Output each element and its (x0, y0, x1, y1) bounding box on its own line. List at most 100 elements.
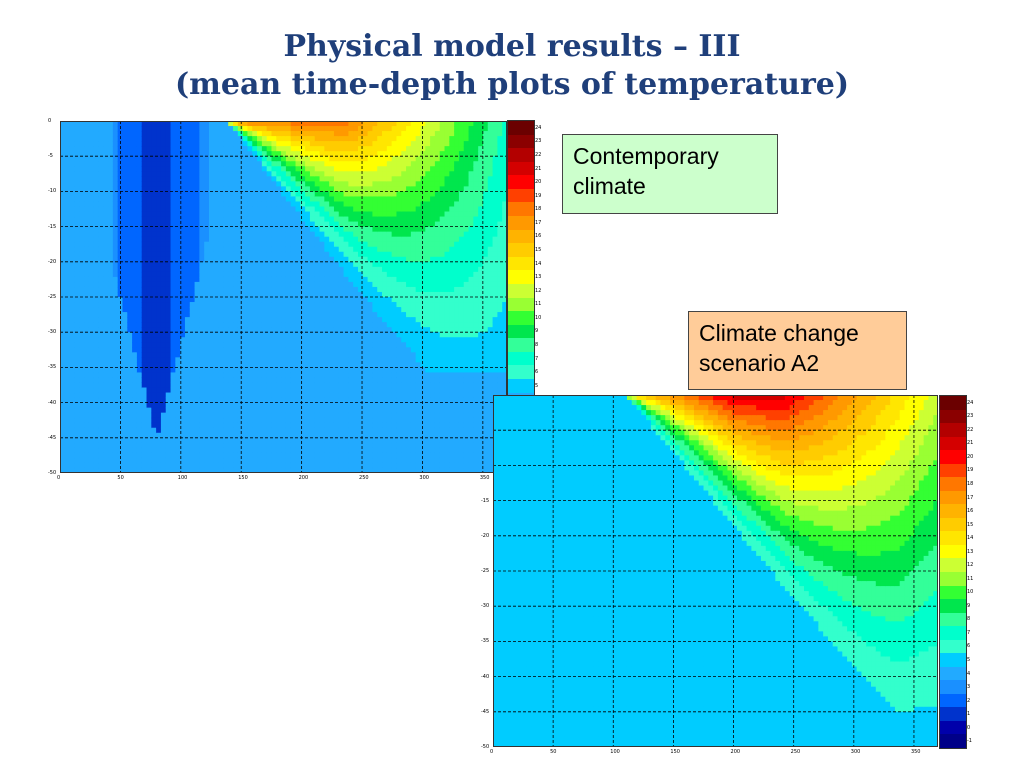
colorbar-swatch (508, 351, 534, 366)
colorbar-label: 23 (967, 413, 974, 420)
title-line-2: (mean time-depth plots of temperature) (174, 67, 850, 102)
colorbar-swatch (508, 256, 534, 271)
y-tick-label: -15 (48, 223, 57, 230)
colorbar-label: 10 (967, 589, 974, 596)
x-tick-label: 300 (850, 749, 861, 755)
colorbar-label: 7 (535, 355, 539, 362)
scenario-a2-heatmap (493, 395, 938, 747)
colorbar-label: 13 (967, 548, 974, 555)
colorbar-label: 9 (967, 602, 971, 609)
scenario-label-line-2: scenario A2 (699, 350, 820, 376)
y-tick-label: -25 (481, 568, 490, 574)
colorbar-label: 17 (967, 494, 974, 501)
x-tick-label: 200 (730, 749, 741, 755)
colorbar-label: 11 (535, 301, 542, 308)
scenario-label-line-1: Climate change (699, 320, 859, 346)
x-tick-label: 0 (490, 749, 494, 755)
x-tick-label: 0 (57, 475, 61, 481)
colorbar-swatch (940, 666, 966, 681)
colorbar-swatch (940, 450, 966, 465)
y-tick-label: -5 (48, 153, 53, 160)
colorbar-label: 20 (967, 453, 974, 460)
colorbar-swatch (940, 585, 966, 600)
colorbar-label: 12 (967, 562, 974, 569)
colorbar-swatch (940, 490, 966, 505)
x-tick-label: 350 (910, 749, 921, 755)
colorbar-label: 8 (967, 616, 971, 623)
scenario-a2-label: Climate change scenario A2 (688, 311, 907, 390)
colorbar-label: 4 (967, 670, 971, 677)
contemporary-label-line-2: climate (573, 173, 646, 199)
colorbar-swatch (508, 243, 534, 258)
y-tick-label: -50 (48, 470, 57, 476)
y-tick-label: -35 (481, 638, 490, 645)
colorbar-label: 16 (535, 233, 542, 240)
colorbar-swatch (940, 653, 966, 668)
colorbar-label: 14 (967, 535, 974, 542)
y-tick-label: -30 (481, 603, 490, 610)
colorbar-label: 24 (535, 124, 542, 131)
colorbar-swatch (508, 148, 534, 163)
colorbar-swatch (508, 324, 534, 339)
colorbar-label: 8 (535, 342, 539, 349)
colorbar-swatch (508, 134, 534, 149)
colorbar-swatch (940, 626, 966, 641)
colorbar-label: 2 (967, 697, 971, 704)
colorbar-swatch (940, 423, 966, 438)
y-tick-label: -10 (48, 188, 57, 195)
y-tick-label: -45 (481, 708, 490, 715)
colorbar-swatch (940, 531, 966, 546)
colorbar-label: 5 (967, 657, 971, 663)
x-tick-label: 150 (238, 475, 248, 481)
colorbar-swatch (940, 572, 966, 587)
colorbar-label: 21 (535, 165, 542, 172)
colorbar-label: 15 (535, 246, 542, 253)
colorbar-swatch (940, 409, 966, 424)
contemporary-heatmap (60, 121, 507, 473)
colorbar-swatch (940, 599, 966, 614)
colorbar-swatch (508, 378, 534, 394)
colorbar-label: 0 (967, 724, 971, 731)
title-line-1: Physical model results – III (283, 29, 741, 64)
y-tick-label: -40 (481, 673, 490, 680)
colorbar-swatch (508, 297, 534, 312)
x-tick-label: 350 (479, 475, 490, 481)
colorbar-swatch (508, 161, 534, 176)
colorbar-swatch (940, 558, 966, 573)
colorbar-label: 9 (535, 328, 539, 335)
colorbar-swatch (940, 693, 966, 708)
colorbar-swatch (508, 188, 534, 203)
colorbar-swatch (508, 270, 534, 285)
y-tick-label: -45 (48, 434, 57, 441)
colorbar-swatch (940, 477, 966, 492)
colorbar-label: 11 (967, 575, 974, 582)
y-tick-label: -30 (48, 329, 57, 336)
colorbar-label: 16 (967, 508, 974, 515)
y-tick-label: -20 (481, 532, 490, 539)
colorbar-label: 23 (535, 138, 542, 145)
x-tick-label: 50 (117, 475, 124, 481)
colorbar-label: 19 (535, 192, 542, 199)
colorbar-swatch (940, 612, 966, 627)
contemporary-heatmap-svg (60, 121, 507, 473)
x-tick-label: 200 (298, 475, 309, 481)
colorbar-swatch (940, 396, 966, 411)
colorbar-swatch (508, 121, 534, 136)
colorbar-swatch (508, 338, 534, 353)
x-tick-label: 100 (610, 749, 620, 755)
colorbar-label: 7 (967, 629, 971, 636)
x-tick-label: 250 (790, 749, 801, 755)
colorbar-label: 19 (967, 467, 974, 474)
colorbar-label: 18 (967, 481, 974, 487)
colorbar-label: 6 (967, 643, 971, 650)
x-tick-label: 150 (670, 749, 680, 755)
y-tick-label: -50 (481, 744, 490, 750)
colorbar-swatch (940, 734, 966, 749)
colorbar-label: 5 (535, 382, 539, 389)
colorbar-label: 12 (535, 287, 542, 294)
colorbar-swatch (508, 229, 534, 244)
colorbar-label: 22 (535, 151, 542, 158)
colorbar-swatch (940, 707, 966, 722)
colorbar-label: 21 (967, 440, 974, 447)
colorbar-swatch (508, 311, 534, 326)
